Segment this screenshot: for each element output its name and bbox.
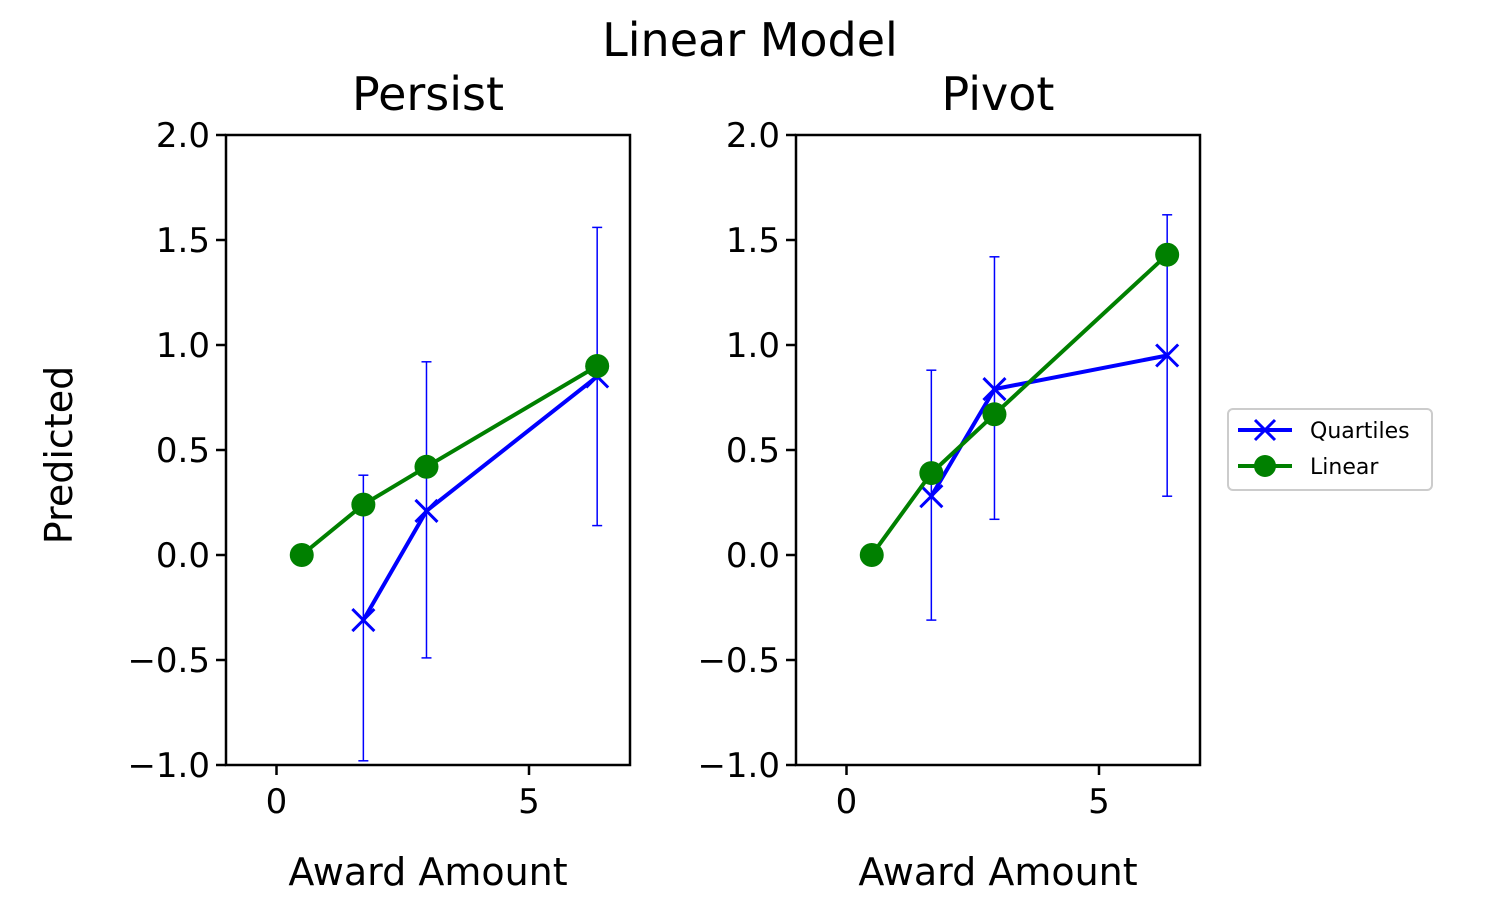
panel-title: Pivot <box>942 67 1055 121</box>
y-axis-label: Predicted <box>37 366 81 544</box>
data-point-linear <box>919 461 944 486</box>
figure-title: Linear Model <box>602 13 898 67</box>
data-point-quartiles <box>351 608 376 633</box>
x-tick-label: 5 <box>1088 782 1110 822</box>
y-tick-label: −0.5 <box>697 641 780 681</box>
series-line-linear <box>300 364 599 557</box>
legend-x-marker <box>1253 418 1277 442</box>
series-line-quartiles <box>361 374 599 622</box>
data-point-linear <box>1155 242 1180 267</box>
axes-frame <box>224 133 632 767</box>
data-point-linear <box>585 354 610 378</box>
panel-title: Persist <box>352 67 504 121</box>
panel-persist: Persist Award Amount Predicted −1.0 −0.5 0… <box>37 67 632 894</box>
y-tick-label: 0.5 <box>726 431 780 471</box>
x-axis-label: Award Amount <box>288 850 567 894</box>
panel-pivot: Pivot Award Amount −1.0 −0.5 0.0 0.5 1.0 1.5 2… <box>697 67 1202 894</box>
data-point-quartiles <box>414 498 439 523</box>
y-tick-label: −1.0 <box>127 746 210 786</box>
y-tick-label: 1.5 <box>156 221 210 261</box>
legend-label: Linear <box>1310 455 1379 480</box>
data-point-linear <box>982 402 1007 427</box>
y-tick-label: 0.0 <box>726 536 780 576</box>
series-line-linear <box>870 253 1169 557</box>
y-tick-label: −0.5 <box>127 641 210 681</box>
legend-label: Quartiles <box>1310 419 1410 444</box>
x-tick-label: 5 <box>518 782 540 822</box>
data-point-linear <box>414 454 439 479</box>
x-tick-label: 0 <box>266 782 288 822</box>
y-tick-label: 0.0 <box>156 536 210 576</box>
legend-circle-marker <box>1254 455 1276 477</box>
y-tick-label: 2.0 <box>156 116 210 156</box>
data-point-linear <box>289 543 314 567</box>
legend-item-quartiles: Quartiles <box>1238 418 1410 444</box>
plot-area: −1.0 −0.5 0.0 0.5 1.0 1.5 2.0 0 5 <box>127 116 632 822</box>
axes-frame <box>794 133 1202 767</box>
data-point-linear <box>351 492 376 517</box>
y-tick-label: 0.5 <box>156 431 210 471</box>
legend-item-linear: Linear <box>1238 455 1379 480</box>
y-tick-label: 2.0 <box>726 116 780 156</box>
data-point-quartiles <box>919 484 944 509</box>
data-point-quartiles <box>1155 343 1180 368</box>
data-point-linear <box>859 543 884 567</box>
series-line-quartiles <box>929 353 1168 498</box>
y-tick-label: 1.5 <box>726 221 780 261</box>
legend: Quartiles Linear <box>1227 408 1433 491</box>
plot-area: −1.0 −0.5 0.0 0.5 1.0 1.5 2.0 0 5 <box>697 116 1202 822</box>
x-tick-label: 0 <box>836 782 858 822</box>
y-tick-label: 1.0 <box>156 326 210 366</box>
data-point-quartiles <box>982 377 1007 402</box>
y-tick-label: −1.0 <box>697 746 780 786</box>
y-tick-label: 1.0 <box>726 326 780 366</box>
x-axis-label: Award Amount <box>858 850 1137 894</box>
